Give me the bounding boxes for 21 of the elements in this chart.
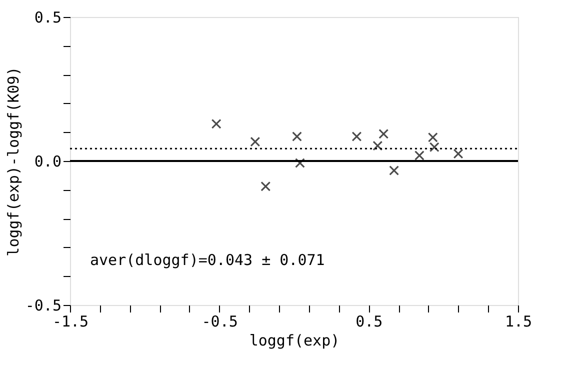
x-tick-label: 1.5 — [504, 312, 532, 330]
annotation: aver(dloggf)=0.043 ± 0.071 — [90, 251, 325, 269]
point — [292, 132, 302, 142]
point — [389, 166, 400, 176]
point — [260, 181, 271, 192]
x-tick-label: 0.5 — [356, 312, 383, 330]
x-axis-title: loggf(exp) — [249, 332, 340, 350]
y-axis-title: loggf(exp)-loggf(K09) — [4, 66, 22, 256]
point — [372, 140, 383, 151]
y-tick-label: 0.5 — [34, 8, 62, 26]
y-tick-label: 0.0 — [34, 152, 62, 170]
point — [211, 118, 222, 129]
x-tick-label: -0.5 — [202, 312, 238, 330]
point — [250, 136, 260, 147]
point — [352, 132, 362, 142]
x-tick-label: -1.5 — [52, 312, 89, 330]
point — [453, 148, 464, 159]
point — [378, 128, 389, 139]
point — [414, 150, 424, 161]
y-tick-label: -0.5 — [25, 296, 62, 314]
point — [294, 158, 305, 168]
